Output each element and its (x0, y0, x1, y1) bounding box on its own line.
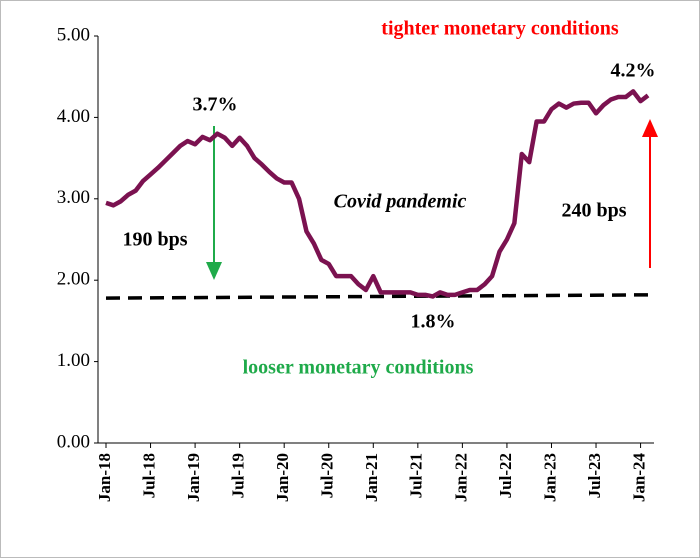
annotation: looser monetary conditions (243, 357, 474, 379)
x-tick-label: Jan-22 (451, 453, 470, 502)
x-tick-label: Jul-21 (407, 453, 426, 498)
y-tick-label: 4.00 (57, 106, 90, 127)
annotation: 240 bps (561, 200, 626, 222)
annotation: 3.7% (193, 94, 238, 116)
y-tick-label: 0.00 (57, 431, 90, 452)
y-tick-label: 2.00 (57, 269, 90, 290)
line (105, 89, 650, 299)
x-tick-label: Jan-20 (273, 453, 292, 502)
x-tick-label: Jul-23 (585, 453, 604, 498)
x-tick-label: Jan-23 (540, 453, 559, 502)
annotation: tighter monetary conditions (381, 18, 619, 40)
annotation: 190 bps (122, 229, 187, 251)
x-tick-label: Jan-21 (362, 453, 381, 502)
y-tick-label: 5.00 (57, 24, 90, 45)
arrow-head (206, 262, 222, 280)
trend-line (105, 293, 649, 300)
annotation: Covid pandemic (334, 191, 467, 213)
annotation: 1.8% (411, 311, 456, 333)
x-tick-label: Jul-20 (318, 453, 337, 498)
y-tick-label: 3.00 (57, 187, 90, 208)
x-tick-label: Jan-19 (184, 453, 203, 502)
y-tick-label: 1.00 (57, 350, 90, 371)
x-tick-label: Jul-18 (139, 453, 158, 498)
x-tick-label: Jul-22 (496, 453, 515, 498)
annotation: 4.2% (611, 60, 656, 82)
x-tick-label: Jan-24 (629, 453, 648, 503)
x-tick-label: Jul-19 (229, 453, 248, 498)
x-tick-label: Jan-18 (95, 453, 114, 502)
arrow-head (642, 119, 658, 137)
